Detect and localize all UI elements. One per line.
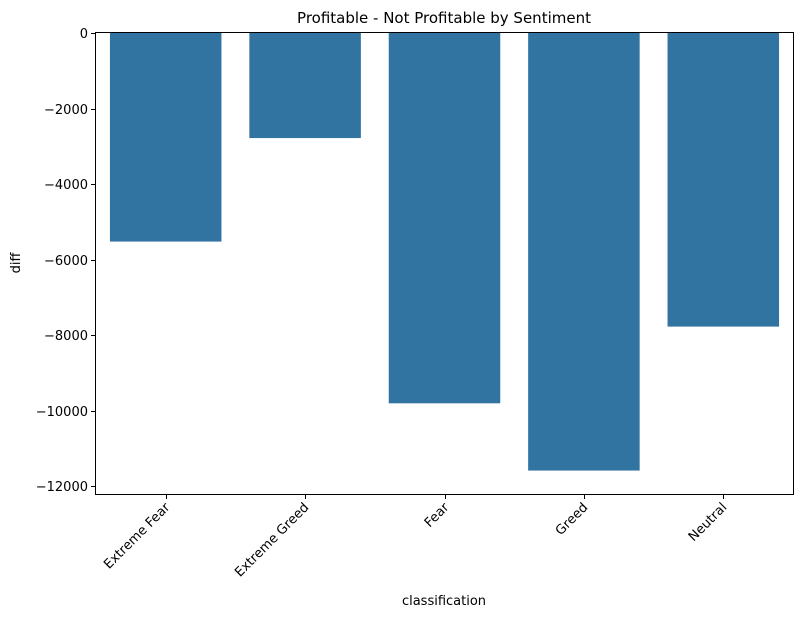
y-tick-label: −6000 <box>44 254 88 269</box>
x-tick-label: Extreme Greed <box>232 500 312 580</box>
x-tick-label: Neutral <box>686 500 731 545</box>
x-tick-label: Greed <box>553 500 591 538</box>
bar-extreme-greed <box>249 33 361 139</box>
x-tick-label: Extreme Fear <box>101 500 174 573</box>
y-tick-label: −12000 <box>36 480 88 495</box>
bars-layer <box>109 33 780 471</box>
bar-fear <box>388 33 501 404</box>
y-tick-label: −8000 <box>44 329 88 344</box>
bar-greed <box>528 33 640 471</box>
chart-title: Profitable - Not Profitable by Sentiment <box>297 9 591 27</box>
y-tick-label: 0 <box>80 27 88 42</box>
x-axis-label: classification <box>402 594 486 609</box>
y-axis-label: diff <box>9 252 24 274</box>
bar-extreme-fear <box>109 33 222 242</box>
plot-frame <box>95 32 794 495</box>
y-axis: 0 −2000 −4000 −6000 −8000 −10000 −12000 <box>36 27 96 495</box>
y-tick-label: −4000 <box>44 178 88 193</box>
x-tick-label: Fear <box>422 500 453 531</box>
x-axis: Extreme Fear Extreme Greed Fear Greed Neutra… <box>101 494 730 580</box>
y-tick-label: −10000 <box>36 405 88 420</box>
y-tick-label: −2000 <box>44 103 88 118</box>
bar-neutral <box>667 33 780 327</box>
